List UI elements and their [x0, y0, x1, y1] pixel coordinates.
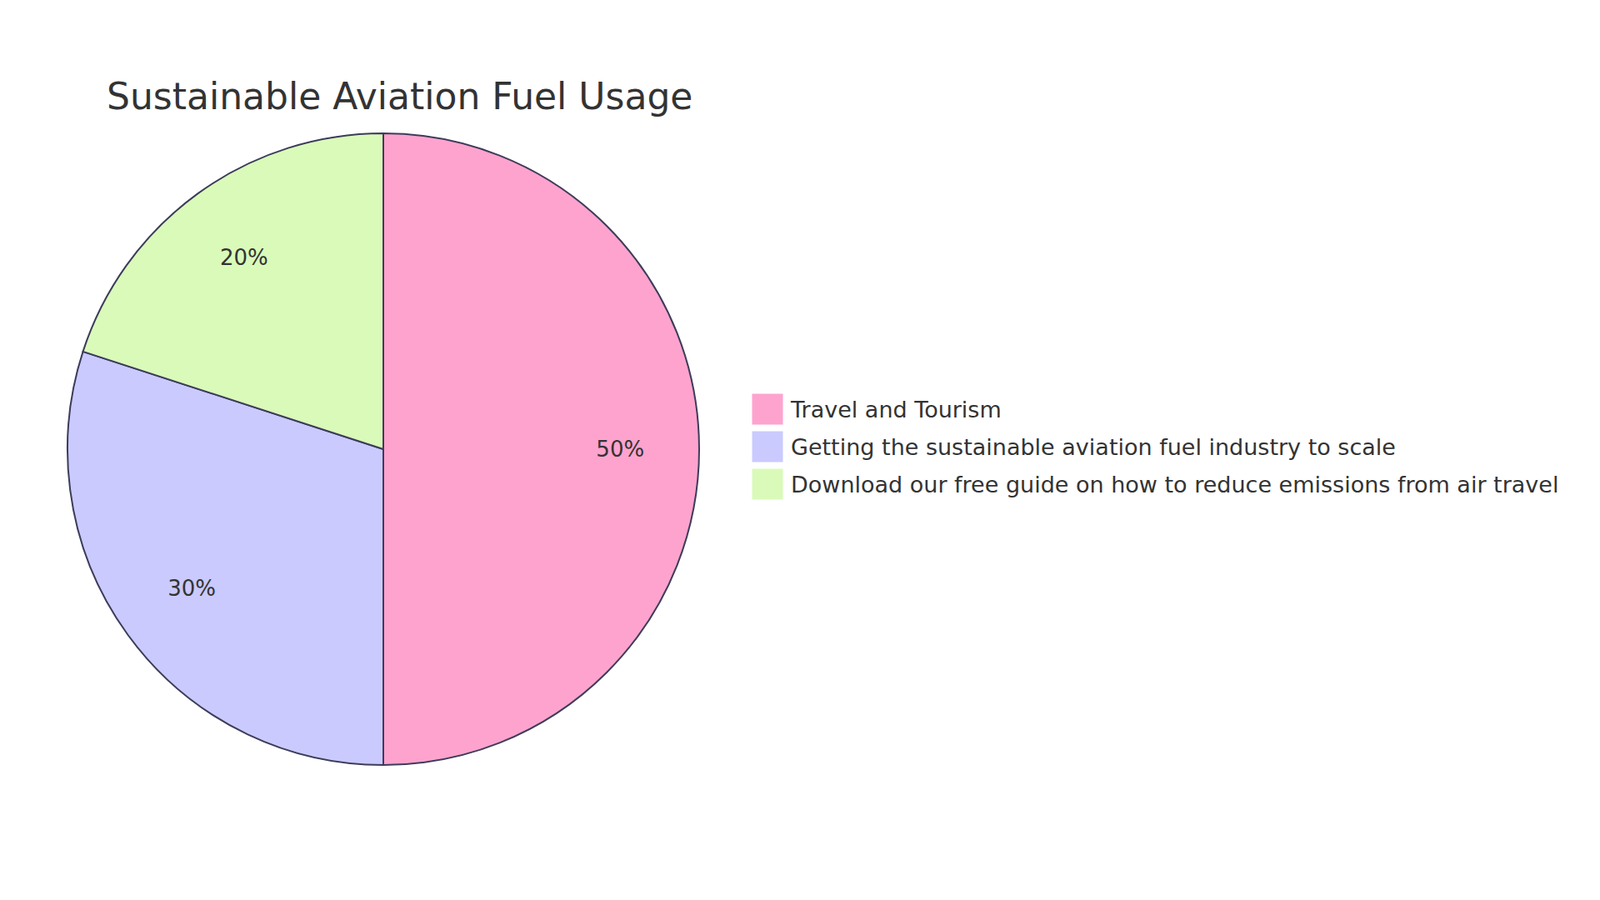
chart-title: Sustainable Aviation Fuel Usage: [106, 75, 693, 118]
legend: Travel and Tourism Getting the sustainabl…: [751, 393, 1559, 500]
pie: [67, 133, 700, 765]
data-label: 50%: [595, 436, 645, 462]
legend-swatch: [751, 430, 784, 463]
data-label: 30%: [167, 575, 216, 601]
legend-swatch: [751, 393, 784, 425]
chart-svg: Sustainable Aviation Fuel Usage 50% 30% 20%…: [0, 0, 1600, 900]
chart-root: Sustainable Aviation Fuel Usage 50% 30% 20%…: [0, 0, 1600, 900]
pie-slice: [83, 133, 384, 450]
legend-label: Download our free guide on how to reduce…: [790, 471, 1559, 498]
legend-swatch: [751, 468, 784, 500]
legend-label: Travel and Tourism: [790, 396, 1002, 423]
pie-slice: [383, 133, 700, 765]
legend-label: Getting the sustainable aviation fuel in…: [790, 434, 1396, 460]
data-labels: 50% 30% 20%: [167, 245, 645, 601]
data-label: 20%: [220, 245, 269, 270]
